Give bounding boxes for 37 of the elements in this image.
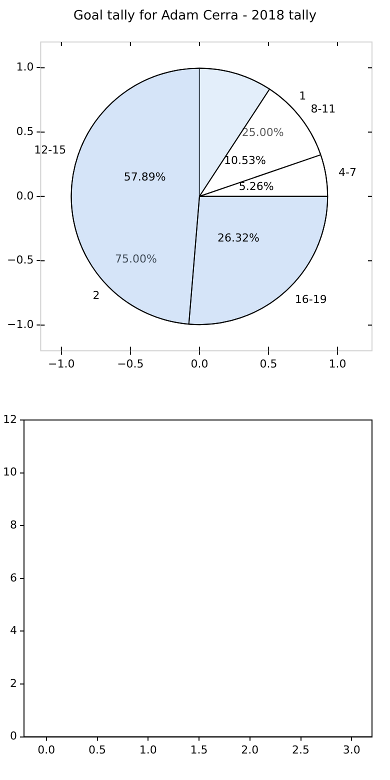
data-label: 57.89% <box>124 170 166 184</box>
y-tick-label: 10 <box>2 466 17 479</box>
data-label: 26.32% <box>218 232 260 245</box>
slice-label: 8-11 <box>310 102 336 116</box>
x-tick-label: 0.0 <box>38 743 56 756</box>
slice-label: 16-19 <box>294 292 327 306</box>
y-tick-label: 4 <box>10 624 17 638</box>
x-tick-label: 0.5 <box>260 357 278 370</box>
x-tick-label: −0.5 <box>117 357 144 370</box>
x-tick-label: 0.0 <box>190 357 208 370</box>
slice-label: 12-15 <box>34 143 66 156</box>
slice-label: 4-7 <box>338 166 356 180</box>
data-label: 75.00% <box>115 252 157 266</box>
y-tick-label: 0.0 <box>16 189 34 202</box>
x-tick-label: 0.5 <box>88 743 106 756</box>
y-tick-label: 6 <box>10 571 17 584</box>
x-tick-label: 2.0 <box>241 743 259 756</box>
y-tick-label: −0.5 <box>6 254 34 267</box>
slice-label: 1 <box>299 90 306 103</box>
y-tick-label: 0 <box>10 730 17 743</box>
data-label: 5.26% <box>238 180 274 193</box>
data-label: 10.53% <box>224 154 266 167</box>
y-tick-label: 2 <box>10 676 17 690</box>
x-tick-label: 2.5 <box>292 743 310 756</box>
chart-title: Goal tally for Adam Cerra - 2018 tally <box>73 8 317 24</box>
slice-label: 2 <box>92 288 100 302</box>
y-tick-label: 8 <box>10 518 17 532</box>
x-tick-label: 1.0 <box>139 743 157 756</box>
y-tick-label: 0.5 <box>16 124 34 138</box>
x-tick-label: −1.0 <box>48 357 75 370</box>
y-tick-label: 1.0 <box>16 60 34 74</box>
x-tick-label: 3.0 <box>342 743 360 756</box>
data-label: 25.00% <box>242 126 284 139</box>
x-tick-label: 1.0 <box>328 357 346 370</box>
y-tick-label: −1.0 <box>6 318 34 331</box>
y-tick-label: 12 <box>2 412 17 426</box>
x-tick-label: 1.5 <box>190 743 208 756</box>
